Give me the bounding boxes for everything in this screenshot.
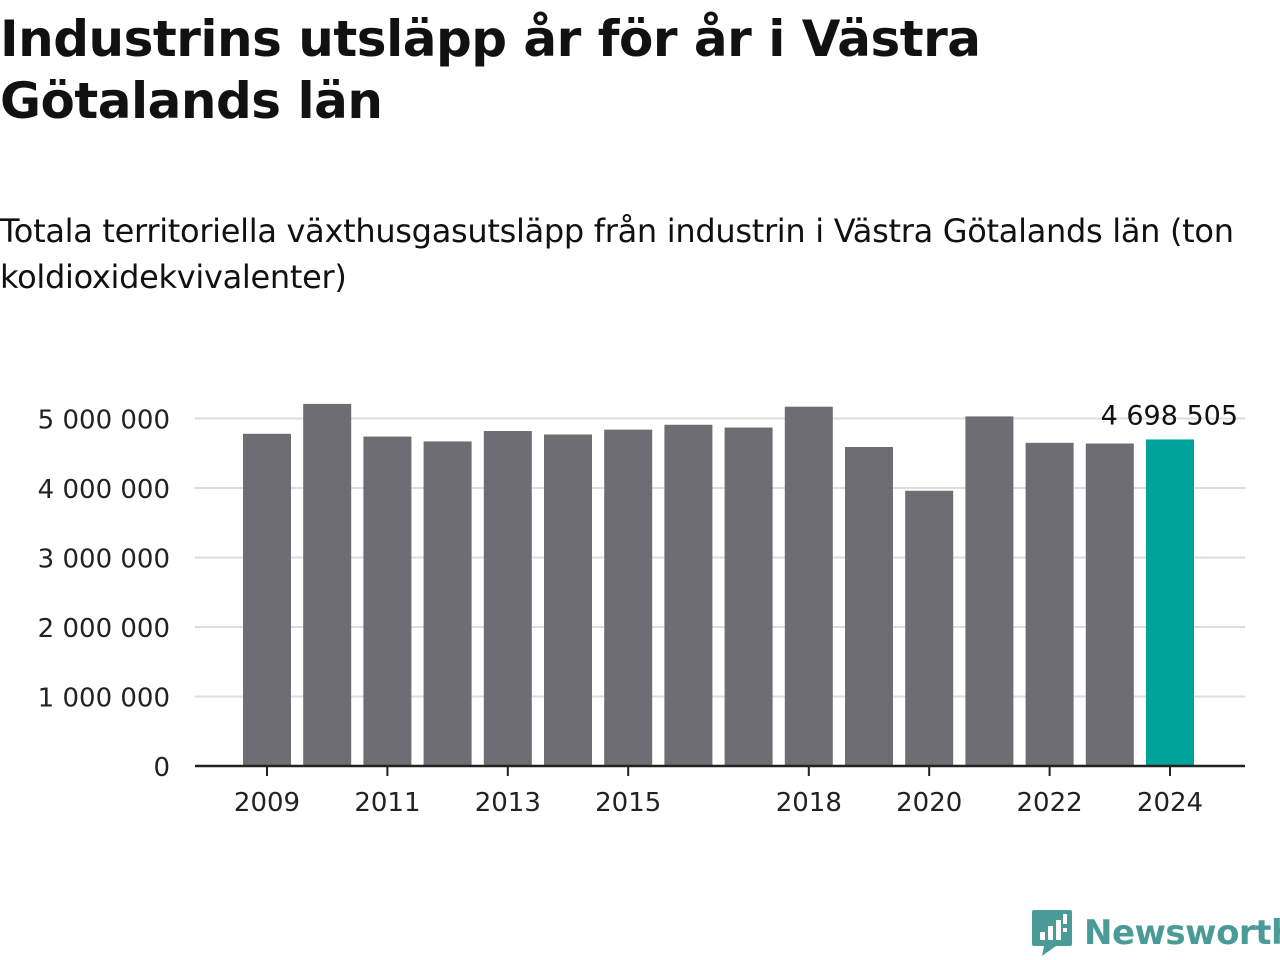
x-tick-label: 2018 <box>776 788 842 818</box>
bar-chart: 2009 2011 2013 2015 2018 2020 2022 2024 0 1 000 … <box>38 400 1245 818</box>
chart-subtitle: Totala territoriella växthusgasutsläpp f… <box>0 212 1234 296</box>
bar-2015 <box>604 429 653 766</box>
y-tick-label: 0 <box>153 753 170 783</box>
bar-2019 <box>845 446 893 766</box>
data-label-2024: 4 698 505 <box>1101 400 1238 431</box>
bar-2023 <box>1085 443 1134 766</box>
bar-2018 <box>784 406 833 766</box>
brand: Newsworthy <box>1030 908 1280 958</box>
bar-2014 <box>544 434 592 766</box>
y-tick-label: 2 000 000 <box>38 614 170 644</box>
bar-2022 <box>1025 442 1074 766</box>
y-axis: 0 1 000 000 2 000 000 3 000 000 4 000 000 5 0… <box>38 406 170 784</box>
bar-2011 <box>363 436 412 766</box>
y-tick-label: 5 000 000 <box>38 406 170 436</box>
bar-2012 <box>423 441 472 766</box>
y-tick-label: 3 000 000 <box>38 545 170 575</box>
bar-2021 <box>965 416 1014 766</box>
annotations: 4 698 505 <box>1101 400 1238 431</box>
y-tick-label: 1 000 000 <box>38 684 170 714</box>
y-tick-label: 4 000 000 <box>38 475 170 505</box>
bars <box>243 403 1194 766</box>
bar-2016 <box>664 424 713 766</box>
brand-name: Newsworthy <box>1084 913 1280 953</box>
bar-2017 <box>724 427 773 766</box>
x-tick-label: 2020 <box>896 788 962 818</box>
bar-2013 <box>483 431 532 766</box>
chart-title: Industrins utsläpp år för år i Västra Gö… <box>0 10 981 130</box>
x-tick-label: 2009 <box>234 788 300 818</box>
x-tick-label: 2011 <box>354 788 420 818</box>
x-tick-label: 2024 <box>1137 788 1203 818</box>
bar-2010 <box>303 403 352 766</box>
x-tick-label: 2013 <box>475 788 541 818</box>
bar-2024 <box>1146 439 1194 766</box>
x-tick-label: 2015 <box>595 788 661 818</box>
x-tick-label: 2022 <box>1017 788 1083 818</box>
x-axis: 2009 2011 2013 2015 2018 2020 2022 2024 <box>195 764 1245 818</box>
bar-2009 <box>243 433 291 766</box>
newsworthy-logo-icon <box>1032 910 1072 956</box>
bar-2020 <box>905 490 954 766</box>
